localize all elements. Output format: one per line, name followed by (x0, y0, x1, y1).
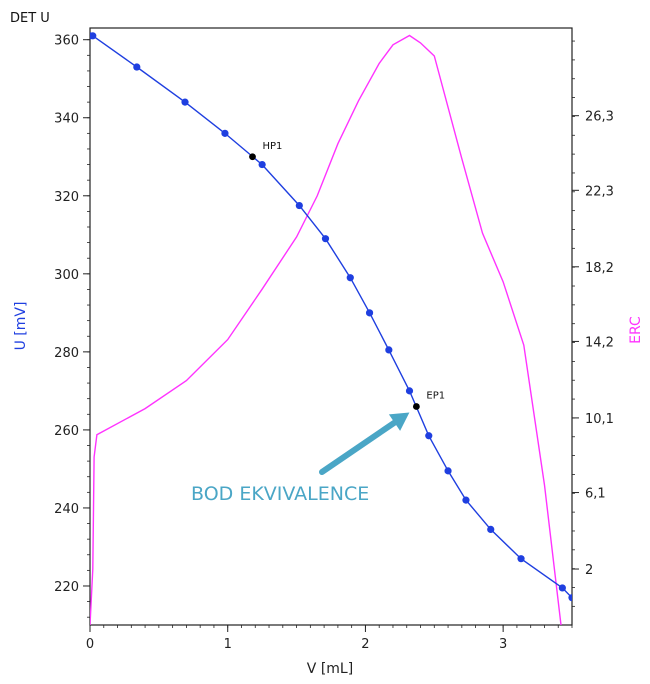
chart-title: DET U (10, 11, 50, 26)
potential-point (90, 32, 97, 40)
potential-point (365, 309, 374, 317)
y-axis-left-label: U [mV] (13, 302, 29, 351)
potential-point (405, 387, 414, 395)
y-right-tick-label: 18,2 (585, 261, 614, 276)
potential-point (444, 467, 452, 475)
y-left-tick-label: 240 (54, 502, 79, 517)
potential-point (568, 594, 572, 602)
annotation-arrow (319, 419, 398, 475)
y-right-tick-label: 22,3 (585, 184, 614, 199)
equivalence-annotation: BOD EKVIVALENCE (191, 412, 410, 505)
y-left-tick-label: 320 (54, 190, 79, 205)
potential-points (90, 32, 572, 602)
potential-point (295, 201, 303, 210)
potential-curve (90, 35, 572, 599)
y-left-tick-label: 280 (54, 346, 79, 361)
x-tick-label: 2 (361, 637, 369, 652)
y-right-tick-label: 10,1 (585, 412, 614, 427)
potential-point (221, 129, 229, 137)
annotation-label: BOD EKVIVALENCE (191, 483, 369, 505)
y-left-tick-label: 260 (54, 424, 79, 439)
y-right-tick-label: 6,1 (585, 487, 606, 502)
y-left-tick-label: 300 (54, 268, 79, 283)
potential-point (462, 496, 470, 504)
x-axis-label: V [mL] (307, 661, 353, 677)
plot-frame (89, 27, 573, 626)
erc-curve (90, 34, 562, 625)
potential-point (385, 346, 393, 354)
x-tick-label: 3 (499, 637, 507, 652)
y-left-tick-labels: 220 240 260 280 300 320 340 360 (54, 34, 79, 595)
potential-point (133, 63, 141, 71)
y-right-tick-labels: 2 6,1 10,1 14,2 18,2 22,3 26,3 (585, 110, 614, 578)
x-tick-labels: 0 1 2 3 (86, 637, 507, 652)
potential-point (487, 525, 495, 534)
potential-point (321, 235, 330, 243)
marker-hp1 (249, 153, 256, 161)
annotation-arrow-head (388, 412, 410, 431)
potential-point (346, 274, 354, 282)
y-right-tick-label: 2 (585, 563, 593, 578)
potential-point (181, 98, 189, 106)
potential-point (558, 584, 566, 592)
potential-point (425, 432, 433, 440)
marker-label-hp1: HP1 (263, 141, 283, 152)
x-tick-label: 0 (86, 637, 94, 652)
potential-point (258, 160, 266, 169)
y-right-tick-label: 26,3 (585, 110, 614, 125)
y-right-tick-label: 14,2 (585, 335, 614, 350)
marker-ep1 (412, 403, 420, 410)
y-left-tick-label: 360 (54, 34, 79, 49)
marker-label-ep1: EP1 (426, 390, 445, 401)
x-tick-label: 1 (224, 637, 232, 652)
potential-point (517, 555, 525, 563)
endpoint-markers: HP1 EP1 (249, 141, 445, 410)
y-left-tick-label: 220 (54, 580, 79, 595)
y-left-tick-label: 340 (54, 112, 79, 127)
y-axis-right-label: ERC (628, 316, 644, 344)
